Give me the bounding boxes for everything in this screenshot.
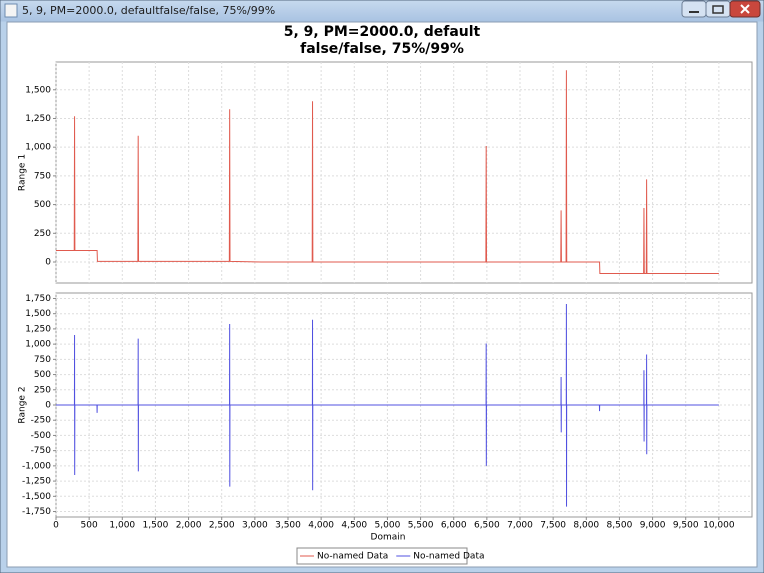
x-tick-label: 2,000 [176,521,202,531]
x-tick-label: 1,000 [109,521,135,531]
x-tick-label: 1,500 [143,521,169,531]
x-tick-label: 3,500 [275,521,301,531]
window-title: 5, 9, PM=2000.0, defaultfalse/false, 75%… [22,4,275,17]
legend-label: No-named Data [317,552,388,562]
y-tick-label: 250 [34,385,51,395]
y-tick-label: -250 [31,416,52,426]
y-tick-label: 1,000 [25,340,51,350]
x-tick-label: 2,500 [209,521,235,531]
y-tick-label: 1,250 [25,114,51,124]
plot-area [55,61,753,284]
x-tick-label: 10,000 [703,521,735,531]
y-tick-label: 250 [34,229,51,239]
x-tick-label: 7,000 [507,521,533,531]
y-tick-label: -1,500 [22,492,51,502]
x-axis-label: Domain [371,533,406,543]
y-tick-label: 750 [34,171,51,181]
x-tick-label: 5,000 [375,521,401,531]
y-tick-label: 500 [34,370,51,380]
y-tick-label: 0 [45,401,51,411]
y-tick-label: 1,000 [25,143,51,153]
data-line [56,303,719,507]
title-bar [0,0,764,22]
y-tick-label: 750 [34,355,51,365]
chart-title: 5, 9, PM=2000.0, default [284,24,481,40]
minimize-button[interactable] [681,0,707,18]
x-tick-label: 0 [53,521,59,531]
maximize-button[interactable] [705,0,731,18]
x-tick-label: 4,500 [341,521,367,531]
y-tick-label: 500 [34,200,51,210]
y-tick-label: -1,250 [22,477,51,487]
y-tick-label: -1,750 [22,507,51,517]
x-tick-label: 4,000 [308,521,334,531]
y-tick-label: 1,750 [25,294,51,304]
x-tick-label: 3,000 [242,521,268,531]
y-axis-label: Range 1 [18,154,28,191]
y-tick-label: -500 [31,431,52,441]
x-tick-label: 9,000 [640,521,666,531]
x-tick-label: 5,500 [408,521,434,531]
x-tick-label: 6,500 [474,521,500,531]
y-tick-label: -750 [31,446,52,456]
x-tick-label: 8,000 [573,521,599,531]
y-tick-label: 0 [45,257,51,267]
data-line [56,70,719,274]
chart-title: false/false, 75%/99% [300,41,464,57]
x-tick-label: 9,500 [673,521,699,531]
legend-label: No-named Data [413,552,484,562]
x-tick-label: 8,500 [607,521,633,531]
y-tick-label: -1,000 [22,461,51,471]
y-tick-label: 1,250 [25,324,51,334]
x-tick-label: 7,500 [540,521,566,531]
y-axis-label: Range 2 [18,386,28,423]
y-tick-label: 1,500 [25,309,51,319]
legend [296,547,468,565]
y-tick-label: 1,500 [25,85,51,95]
app-icon [4,3,18,18]
x-tick-label: 500 [81,521,98,531]
x-tick-label: 6,000 [441,521,467,531]
